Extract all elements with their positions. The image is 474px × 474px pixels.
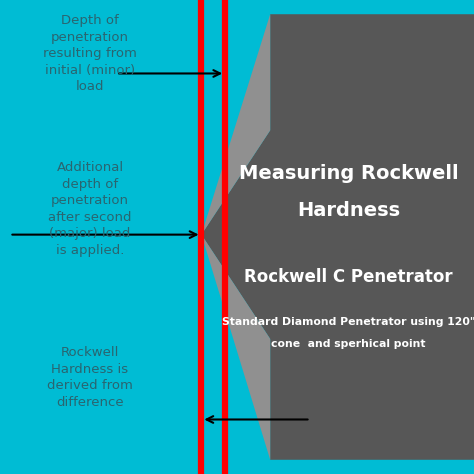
Text: Measuring Rockwell: Measuring Rockwell xyxy=(238,164,458,182)
Polygon shape xyxy=(201,14,270,235)
Text: Rockwell
Hardness is
derived from
difference: Rockwell Hardness is derived from differ… xyxy=(47,346,133,409)
Text: Hardness: Hardness xyxy=(297,201,400,220)
Text: Rockwell C Penetrator: Rockwell C Penetrator xyxy=(244,268,453,286)
Text: cone  and sperhical point: cone and sperhical point xyxy=(271,338,426,349)
Text: Depth of
penetration
resulting from
initial (minor)
load: Depth of penetration resulting from init… xyxy=(43,14,137,93)
Text: Standard Diamond Penetrator using 120": Standard Diamond Penetrator using 120" xyxy=(222,317,474,328)
Text: Additional
depth of
penetration
after second
(major) load
is applied.: Additional depth of penetration after se… xyxy=(48,161,132,256)
Polygon shape xyxy=(201,235,270,460)
Polygon shape xyxy=(201,14,474,460)
